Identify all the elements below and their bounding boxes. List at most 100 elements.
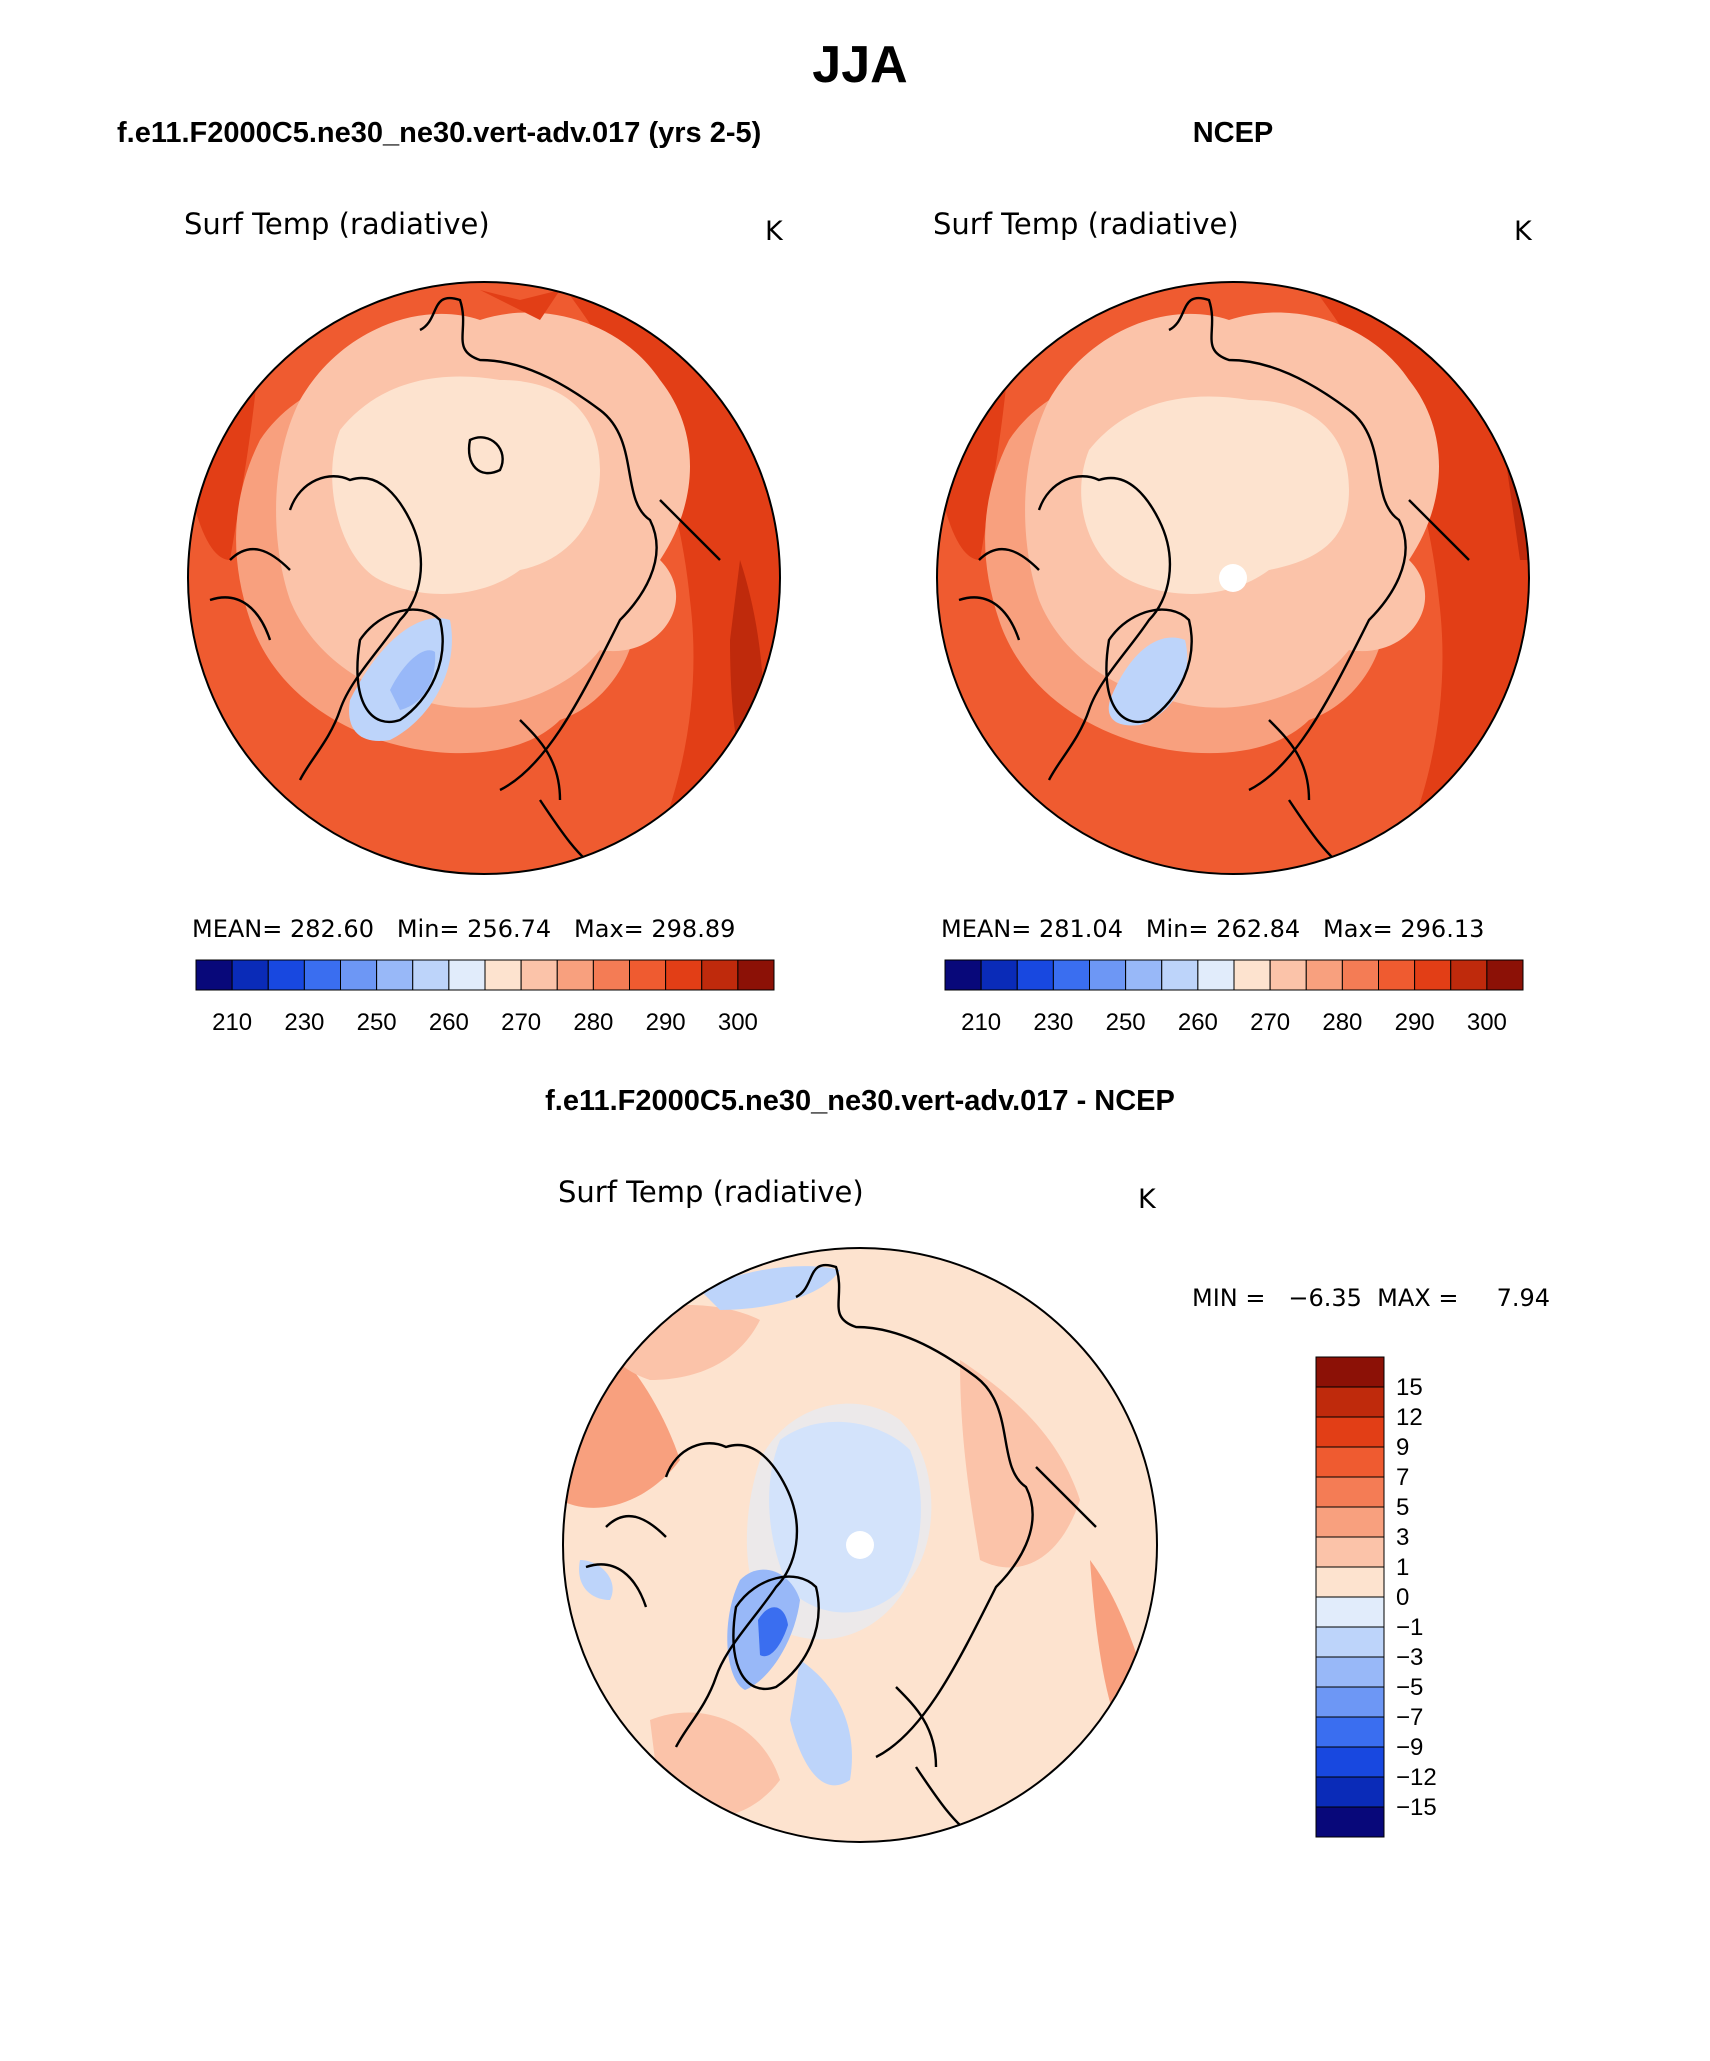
colorbar-model-swatch (195, 959, 233, 991)
colorbar-diff-tick-label: −3 (1396, 1644, 1423, 1671)
colorbar-model-tick-label: 230 (284, 1009, 324, 1036)
polar-map-difference-boundary (562, 1247, 1158, 1843)
panel-difference: f.e11.F2000C5.ne30_ne30.vert-adv.017 - N… (545, 1085, 1550, 1843)
colorbar-obs-swatch (1305, 959, 1343, 991)
colorbar-model-tick-label: 290 (646, 1009, 686, 1036)
colorbar-difference: 15 12 9 7 5 3 1 0 −1 −3 −5 −7 −9 −12 −15 (1315, 1356, 1437, 1838)
panel-model-variable: Surf Temp (radiative) (184, 207, 490, 241)
colorbar-model-tick-label: 270 (501, 1009, 541, 1036)
colorbar-diff-swatch (1315, 1566, 1385, 1598)
colorbar-diff-swatch (1315, 1746, 1385, 1778)
colorbar-model-swatch (412, 959, 450, 991)
colorbar-obs-swatch (1089, 959, 1127, 991)
colorbar-model-swatch (665, 959, 703, 991)
colorbar-obs-swatch (1269, 959, 1307, 991)
colorbar-model-swatch (592, 959, 630, 991)
colorbar-obs-tick-label: 290 (1395, 1009, 1435, 1036)
colorbar-obs-swatch (1486, 959, 1524, 991)
colorbar-obs-swatch (1414, 959, 1452, 991)
colorbar-diff-swatch (1315, 1386, 1385, 1418)
colorbar-model-tick-label: 300 (718, 1009, 758, 1036)
colorbar-model-swatch (340, 959, 378, 991)
colorbar-diff-tick-label: 1 (1396, 1554, 1409, 1581)
colorbar-obs-swatch (1125, 959, 1163, 991)
panel-diff-variable: Surf Temp (radiative) (558, 1175, 864, 1209)
colorbar-diff-tick-label: 15 (1396, 1374, 1423, 1401)
polar-map-model-boundary (187, 281, 781, 875)
colorbar-obs-tick-label: 280 (1322, 1009, 1362, 1036)
polar-map-obs-boundary (936, 281, 1530, 875)
colorbar-model-swatch (376, 959, 414, 991)
colorbar-obs-swatch (1016, 959, 1054, 991)
colorbar-diff-tick-label: −15 (1396, 1794, 1437, 1821)
coastlines-model (209, 296, 721, 872)
colorbar-model-swatch (737, 959, 775, 991)
polar-map-difference (563, 1248, 1157, 1842)
colorbar-diff-swatch (1315, 1776, 1385, 1808)
panel-diff-heading: f.e11.F2000C5.ne30_ne30.vert-adv.017 - N… (545, 1085, 1175, 1117)
panel-obs-units: K (1514, 216, 1533, 247)
figure-title: JJA (812, 36, 907, 94)
colorbar-diff-swatch (1315, 1416, 1385, 1448)
colorbar-obs-swatch (1341, 959, 1379, 991)
colorbar-obs-tick-label: 270 (1250, 1009, 1290, 1036)
colorbar-model-swatch (629, 959, 667, 991)
colorbar-diff-swatch (1315, 1536, 1385, 1568)
colorbar-model-tick-label: 250 (357, 1009, 397, 1036)
colorbar-diff-swatch (1315, 1686, 1385, 1718)
colorbar-obs-tick-label: 230 (1033, 1009, 1073, 1036)
colorbar-diff-tick-label: −7 (1396, 1704, 1423, 1731)
panel-obs-variable: Surf Temp (radiative) (933, 207, 1239, 241)
panel-model-heading: f.e11.F2000C5.ne30_ne30.vert-adv.017 (yr… (117, 117, 761, 149)
colorbar-diff-tick-label: 12 (1396, 1404, 1423, 1431)
colorbar-obs-tick-label: 260 (1178, 1009, 1218, 1036)
panel-model-units: K (765, 216, 784, 247)
colorbar-diff-swatch (1315, 1476, 1385, 1508)
colorbar-model-tick-label: 210 (212, 1009, 252, 1036)
colorbar-model-swatch (701, 959, 739, 991)
colorbar-diff-tick-label: 7 (1396, 1464, 1409, 1491)
colorbar-diff-tick-label: 9 (1396, 1434, 1409, 1461)
panel-obs-stats: MEAN= 281.04 Min= 262.84 Max= 296.13 (941, 915, 1484, 943)
colorbar-obs-swatch (944, 959, 982, 991)
colorbar-model-swatch (303, 959, 341, 991)
colorbar-diff-swatch (1315, 1716, 1385, 1748)
colorbar-obs-tick-label: 300 (1467, 1009, 1507, 1036)
panel-obs-heading: NCEP (1193, 117, 1274, 149)
coastlines-difference (585, 1263, 1097, 1839)
colorbar-model-swatch (448, 959, 486, 991)
colorbar-diff-swatch (1315, 1596, 1385, 1628)
colorbar-obs-swatch (1161, 959, 1199, 991)
colorbar-diff-tick-label: −9 (1396, 1734, 1423, 1761)
panel-obs: NCEP Surf Temp (radiative) K MEAN= 281.0… (933, 117, 1533, 1036)
panel-model-stats: MEAN= 282.60 Min= 256.74 Max= 298.89 (192, 915, 735, 943)
colorbar-model-swatch (520, 959, 558, 991)
colorbar-obs-swatch (1052, 959, 1090, 991)
colorbar-model-swatch (484, 959, 522, 991)
colorbar-obs-swatch (1197, 959, 1235, 991)
colorbar-diff-tick-label: −1 (1396, 1614, 1423, 1641)
colorbar-diff-tick-label: 0 (1396, 1584, 1409, 1611)
colorbar-diff-tick-label: 3 (1396, 1524, 1409, 1551)
colorbar-obs-swatch (980, 959, 1018, 991)
colorbar-diff-tick-label: −12 (1396, 1764, 1437, 1791)
colorbar-obs-swatch (1450, 959, 1488, 991)
colorbar-diff-swatch (1315, 1656, 1385, 1688)
colorbar-diff-swatch (1315, 1626, 1385, 1658)
panel-diff-stats: MIN = −6.35 MAX = 7.94 (1192, 1284, 1550, 1312)
colorbar-diff-swatch (1315, 1806, 1385, 1838)
colorbar-diff-tick-label: −5 (1396, 1674, 1423, 1701)
colorbar-diff-swatch (1315, 1446, 1385, 1478)
polar-map-model (188, 282, 780, 874)
polar-map-obs (937, 282, 1529, 874)
colorbar-diff-swatch (1315, 1506, 1385, 1538)
colorbar-model-tick-label: 280 (573, 1009, 613, 1036)
colorbar-diff-tick-label: 5 (1396, 1494, 1409, 1521)
colorbar-obs-tick-label: 250 (1106, 1009, 1146, 1036)
colorbar-model-swatch (556, 959, 594, 991)
colorbar-obs: 210 230 250 260 270 280 290 300 (944, 959, 1524, 1036)
colorbar-model-swatch (267, 959, 305, 991)
colorbar-obs-tick-label: 210 (961, 1009, 1001, 1036)
panel-diff-units: K (1138, 1184, 1157, 1215)
